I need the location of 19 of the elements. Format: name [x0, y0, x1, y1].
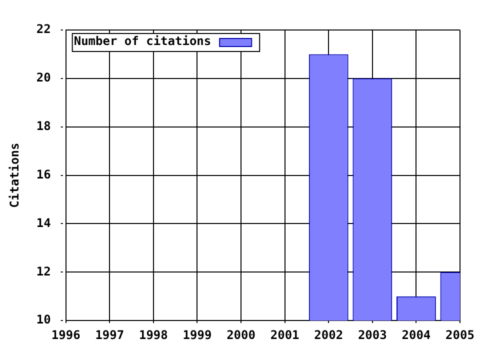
x-tick-label: 2003	[358, 328, 387, 342]
y-axis-title: Citations	[7, 142, 22, 208]
x-tick-label: 1997	[95, 328, 124, 342]
x-tick-label: 2000	[226, 328, 256, 342]
y-tick-label: 18	[36, 118, 51, 133]
y-tick-label: 10	[36, 312, 51, 327]
x-tick-label: 2004	[402, 328, 431, 342]
legend-label: Number of citations	[74, 34, 212, 48]
y-tick-label: 22	[36, 22, 51, 36]
y-tick-label: 14	[36, 216, 51, 230]
y-tick-label: 12	[36, 264, 51, 278]
x-tick-label: 1998	[138, 328, 168, 342]
x-tick-label: 2005	[446, 328, 474, 342]
x-tick-label: 1996	[51, 328, 80, 342]
y-tick-label: 16	[36, 167, 51, 182]
y-tick-label: 20	[36, 70, 51, 85]
x-tick-label: 2002	[314, 328, 344, 342]
x-tick-label: 2001	[270, 328, 300, 342]
x-tick-label: 1999	[182, 328, 212, 342]
